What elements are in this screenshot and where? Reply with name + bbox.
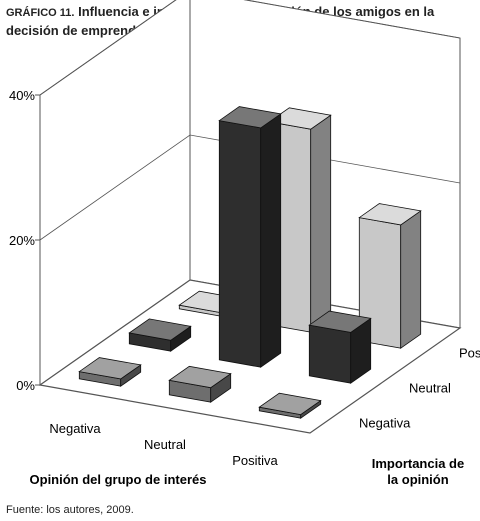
y-axis-ticks: 0% 20% 40% bbox=[9, 0, 461, 393]
bar-top-face bbox=[358, 203, 422, 226]
gridline bbox=[39, 134, 461, 241]
bar-positiva-neutral bbox=[308, 310, 372, 384]
x-axis-categories: Negativa Neutral Positiva bbox=[49, 421, 278, 468]
chart-title-label: GRÁFICO 11. bbox=[6, 7, 75, 19]
depth-axis-title: Importancia de la opinión bbox=[372, 456, 464, 487]
bar-neutral-negativa bbox=[168, 365, 232, 403]
chart-3d-bar: 0% 20% 40% Negativa Neutral Positiva Negativ… bbox=[9, 0, 480, 487]
x-category-label: Negativa bbox=[49, 421, 101, 436]
tick-label: 0% bbox=[16, 378, 35, 393]
tick-label: 20% bbox=[9, 233, 35, 248]
bar-front-face bbox=[308, 324, 352, 384]
depth-axis-categories: Negativa Neutral Positiva bbox=[359, 346, 480, 431]
bar-negativa-neutral bbox=[128, 318, 192, 352]
bar-negativa-negativa bbox=[78, 357, 142, 387]
bar-positiva-positiva bbox=[358, 203, 422, 349]
depth-category-label: Neutral bbox=[409, 381, 451, 396]
bar-top-face bbox=[78, 357, 142, 380]
bar-neutral-neutral bbox=[218, 106, 282, 368]
x-category-label: Neutral bbox=[144, 437, 186, 452]
bar-side-face bbox=[260, 113, 282, 368]
depth-category-label: Positiva bbox=[459, 346, 480, 361]
bar-top-face bbox=[168, 365, 232, 389]
bar-side-face bbox=[400, 210, 422, 349]
bar-top-face bbox=[218, 106, 282, 129]
bar-top-face bbox=[308, 310, 372, 333]
bar-top-face bbox=[268, 107, 332, 130]
x-category-label: Positiva bbox=[232, 453, 278, 468]
tick-label: 40% bbox=[9, 88, 35, 103]
bar-positiva-negativa bbox=[258, 392, 322, 419]
chart-bars bbox=[78, 106, 422, 419]
x-axis-title: Opinión del grupo de interés bbox=[30, 472, 207, 487]
source-note: Fuente: los autores, 2009. bbox=[6, 504, 134, 516]
gridline bbox=[39, 0, 461, 96]
bar-front-face bbox=[218, 120, 262, 368]
depth-category-label: Negativa bbox=[359, 416, 411, 431]
bar-top-face bbox=[128, 318, 192, 341]
bar-top-face bbox=[258, 392, 322, 416]
bar-side-face bbox=[310, 114, 332, 333]
